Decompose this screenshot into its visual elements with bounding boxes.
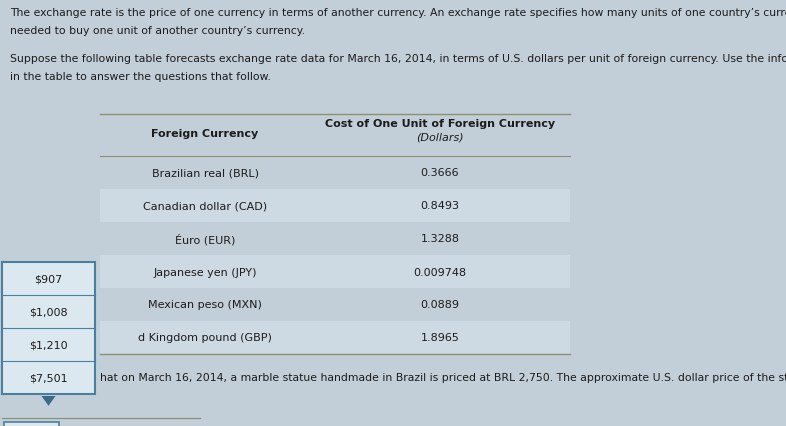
Text: d Kingdom pound (GBP): d Kingdom pound (GBP)	[138, 333, 272, 343]
Text: $1,008: $1,008	[29, 307, 68, 317]
Text: Mexican peso (MXN): Mexican peso (MXN)	[148, 300, 262, 310]
Text: Brazilian real (BRL): Brazilian real (BRL)	[152, 168, 259, 178]
Text: 0.009748: 0.009748	[413, 267, 467, 277]
Text: (Dollars): (Dollars)	[417, 132, 464, 143]
Polygon shape	[42, 396, 56, 406]
Text: 1.3288: 1.3288	[421, 234, 460, 244]
Bar	[100, 190, 570, 222]
Text: needed to buy one unit of another country’s currency.: needed to buy one unit of another countr…	[10, 26, 305, 36]
Bar	[4, 422, 59, 426]
Text: Canadian dollar (CAD): Canadian dollar (CAD)	[143, 201, 267, 211]
Text: Foreign Currency: Foreign Currency	[152, 129, 259, 139]
Text: The exchange rate is the price of one currency in terms of another currency. An : The exchange rate is the price of one cu…	[10, 8, 786, 18]
Text: 0.0889: 0.0889	[421, 300, 460, 310]
Text: $1,210: $1,210	[29, 340, 68, 350]
Bar	[100, 321, 570, 354]
Text: Cost of One Unit of Foreign Currency: Cost of One Unit of Foreign Currency	[325, 119, 555, 129]
Text: hat on March 16, 2014, a marble statue handmade in Brazil is priced at BRL 2,750: hat on March 16, 2014, a marble statue h…	[100, 373, 786, 383]
Text: $7,501: $7,501	[29, 373, 68, 383]
Text: in the table to answer the questions that follow.: in the table to answer the questions tha…	[10, 72, 271, 82]
Text: $907: $907	[35, 274, 63, 284]
Bar	[100, 256, 570, 288]
Text: 1.8965: 1.8965	[421, 333, 460, 343]
Text: Japanese yen (JPY): Japanese yen (JPY)	[153, 267, 257, 277]
Text: Suppose the following table forecasts exchange rate data for March 16, 2014, in : Suppose the following table forecasts ex…	[10, 54, 786, 64]
Text: 0.3666: 0.3666	[421, 168, 459, 178]
Text: 0.8493: 0.8493	[421, 201, 460, 211]
Text: Éuro (EUR): Éuro (EUR)	[174, 233, 235, 245]
